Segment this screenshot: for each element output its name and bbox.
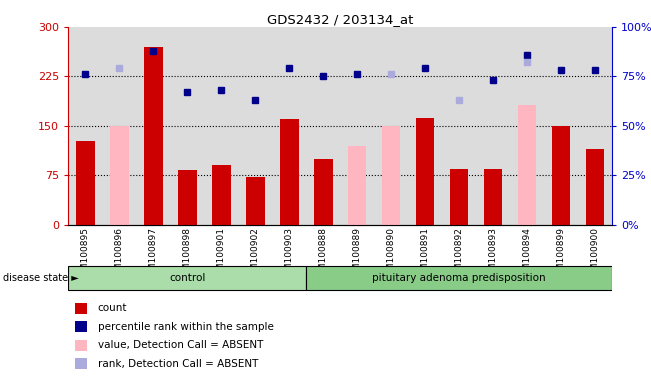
Bar [314,159,333,225]
Text: control: control [169,273,206,283]
Bar [381,126,400,225]
Bar [518,105,536,225]
Bar [416,118,434,225]
Title: GDS2432 / 203134_at: GDS2432 / 203134_at [267,13,413,26]
Bar [246,177,264,225]
Bar [348,146,367,225]
Text: pituitary adenoma predisposition: pituitary adenoma predisposition [372,273,546,283]
FancyBboxPatch shape [68,266,306,291]
Bar [280,119,299,225]
Text: rank, Detection Call = ABSENT: rank, Detection Call = ABSENT [98,359,258,369]
Bar [551,126,570,225]
Bar [144,46,163,225]
Bar [110,126,129,225]
Text: disease state ►: disease state ► [3,273,79,283]
Text: count: count [98,303,127,313]
Bar [586,149,604,225]
Bar [484,169,503,225]
Text: value, Detection Call = ABSENT: value, Detection Call = ABSENT [98,340,263,350]
Bar [450,169,469,225]
Bar [76,141,94,225]
Bar [212,166,230,225]
Text: percentile rank within the sample: percentile rank within the sample [98,322,273,332]
FancyBboxPatch shape [306,266,612,291]
Bar [178,170,197,225]
